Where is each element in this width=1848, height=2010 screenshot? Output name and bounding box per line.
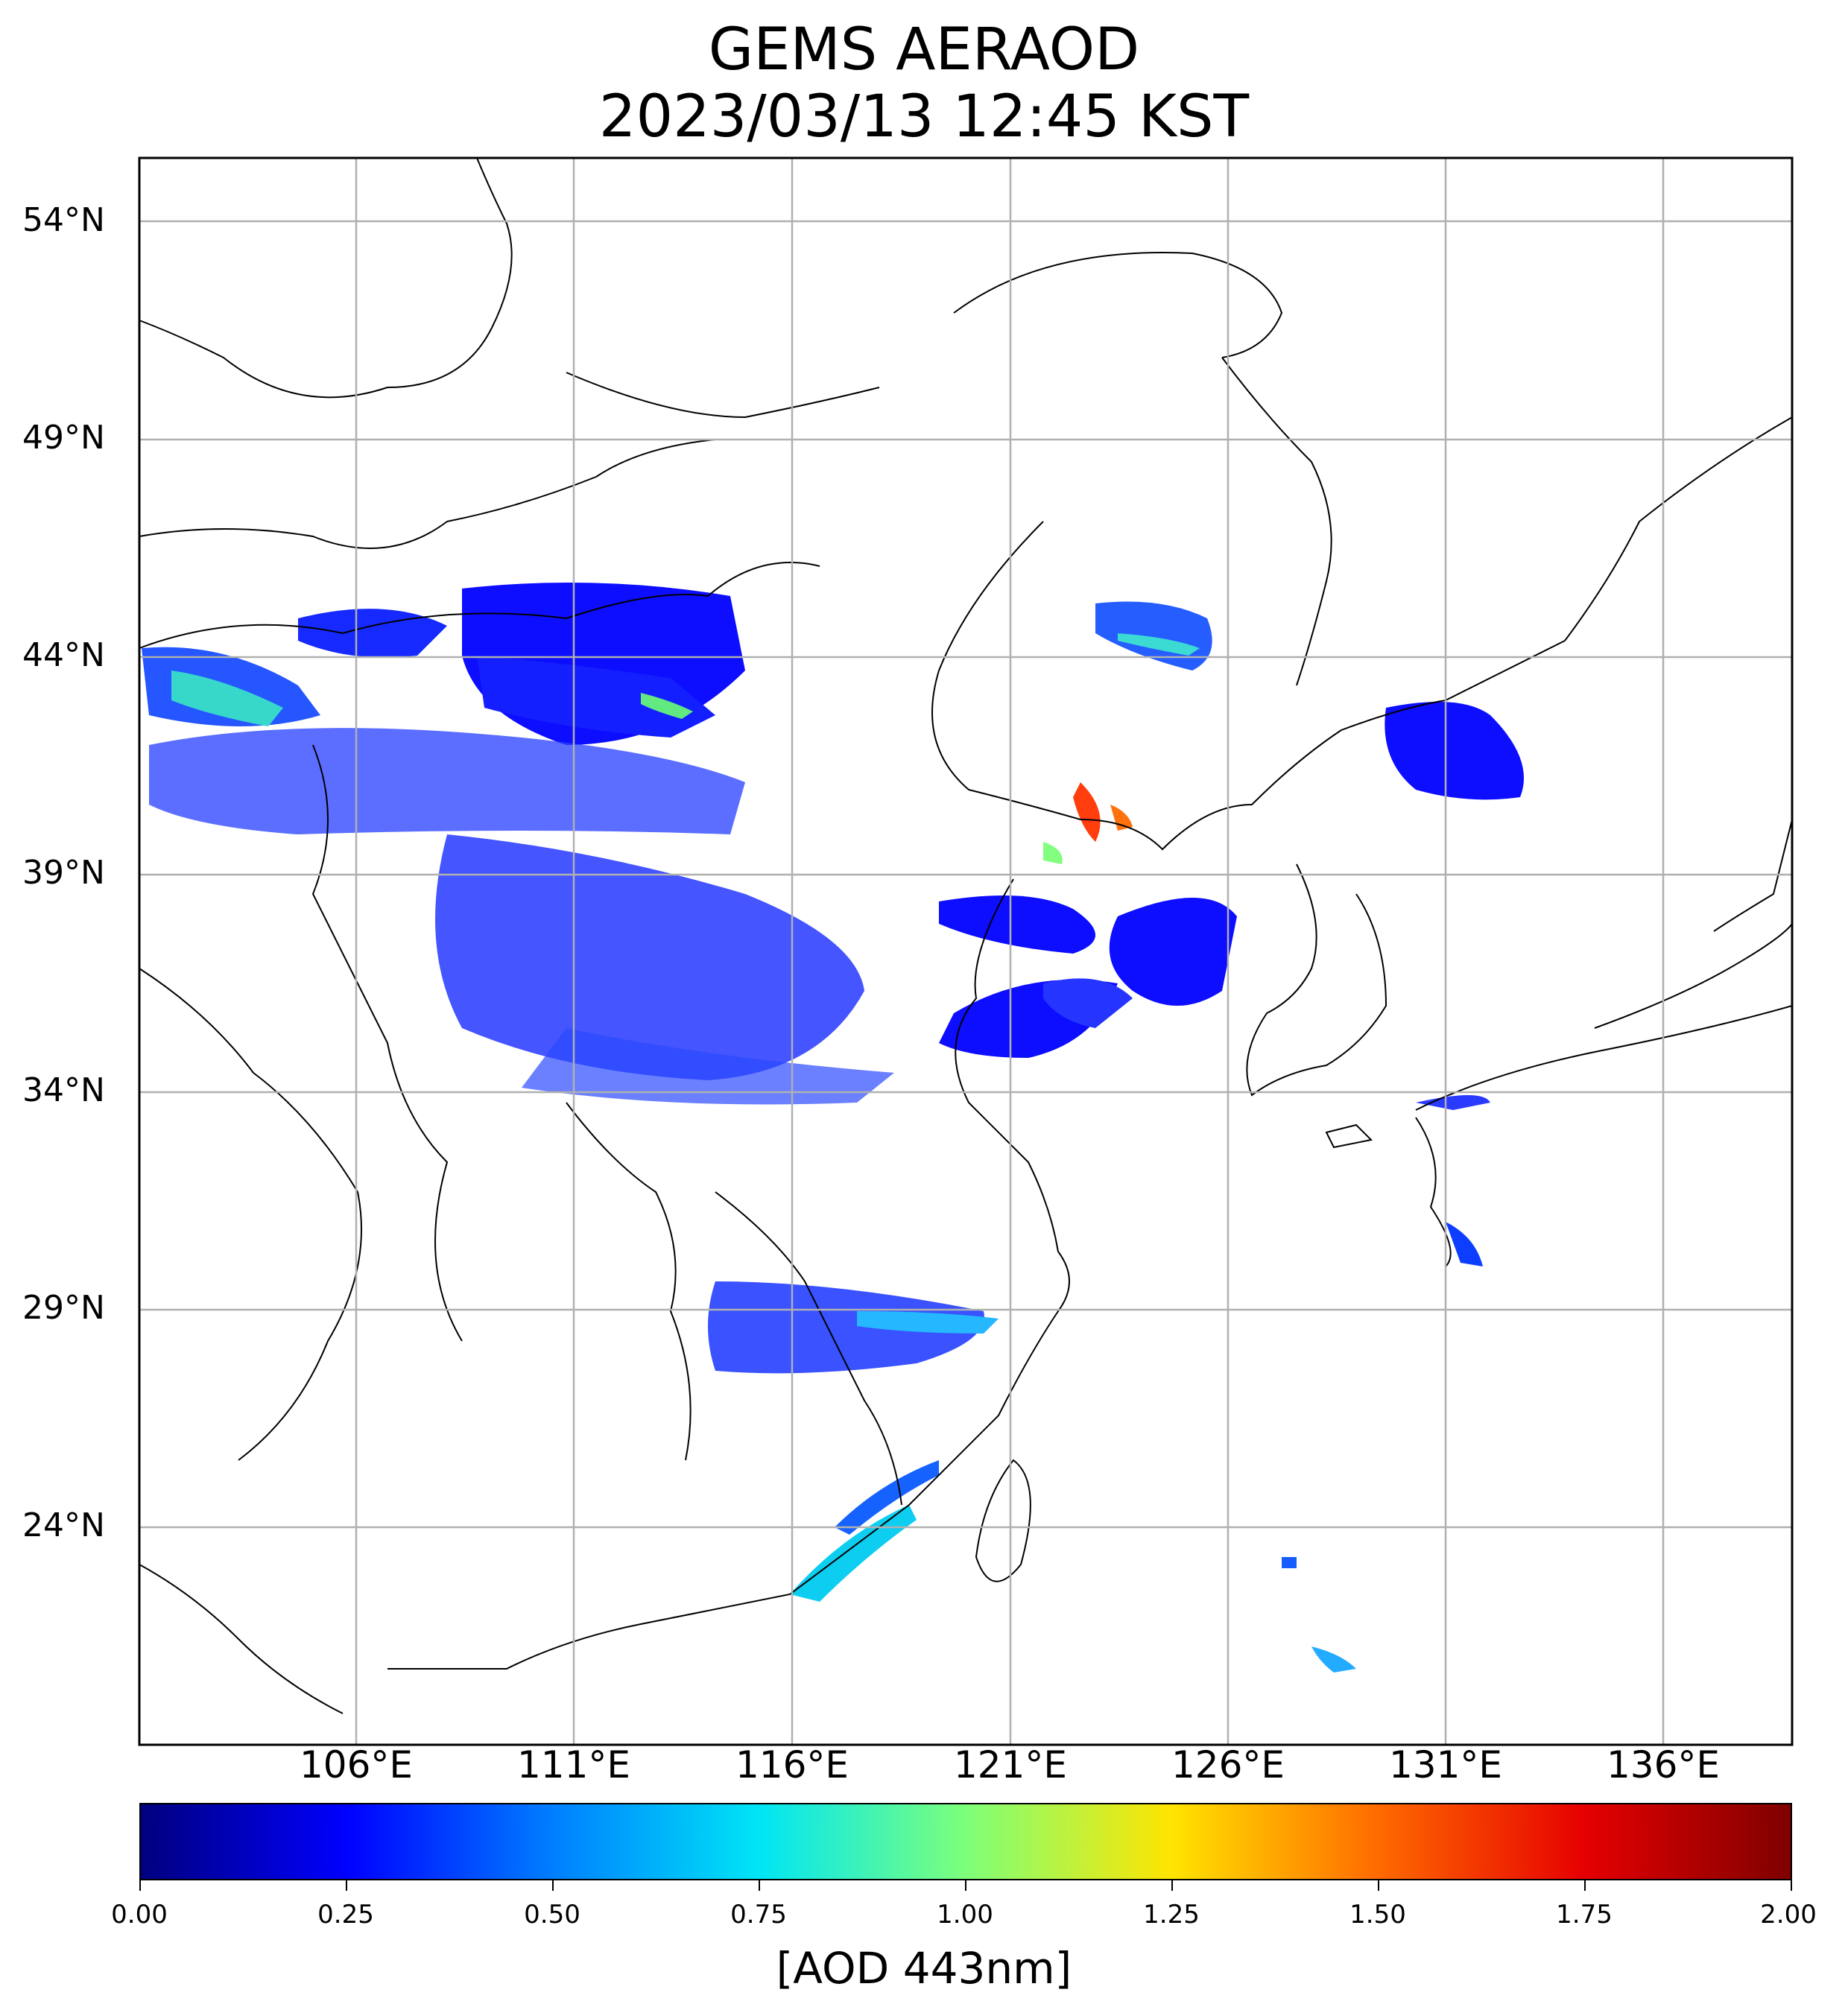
lat-label-29n: 29°N [22,1289,105,1327]
colorbar-tick [1171,1880,1173,1891]
lon-label-106e: 106°E [299,1743,414,1787]
colorbar-tick-label: 1.75 [1556,1900,1613,1930]
colorbar-tick-label: 2.00 [1760,1900,1817,1930]
lat-label-44n: 44°N [22,636,105,674]
lat-label-34n: 34°N [22,1071,105,1109]
colorbar-tick-label: 1.00 [937,1900,993,1930]
lon-label-121e: 121°E [953,1743,1068,1787]
map-title: GEMS AERAOD [708,16,1140,83]
coastlines-and-borders [139,157,1793,1714]
aod-colorbar [139,1803,1792,1880]
aod-retrieval-patches [142,583,1524,1673]
lat-label-39n: 39°N [22,854,105,892]
graticule [139,158,1792,1745]
lat-label-49n: 49°N [22,419,105,457]
colorbar-tick [346,1880,347,1891]
lon-label-126e: 126°E [1171,1743,1285,1787]
lon-label-131e: 131°E [1388,1743,1503,1787]
colorbar-tick-label: 1.25 [1143,1900,1200,1930]
colorbar-tick-label: 0.25 [317,1900,374,1930]
colorbar-label: [AOD 443nm] [776,1943,1072,1994]
lon-label-111e: 111°E [516,1743,631,1787]
map-plot-area [139,158,1792,1745]
colorbar-tick [139,1880,141,1891]
lon-label-116e: 116°E [735,1743,849,1787]
colorbar-tick [1791,1880,1792,1891]
colorbar-tick-label: 0.50 [524,1900,580,1930]
colorbar-tick [1584,1880,1586,1891]
map-subtitle-datetime: 2023/03/13 12:45 KST [598,83,1250,150]
lon-label-136e: 136°E [1606,1743,1721,1787]
colorbar-tick [552,1880,554,1891]
lat-label-24n: 24°N [22,1506,105,1544]
colorbar-tick [1378,1880,1379,1891]
colorbar-tick [759,1880,760,1891]
colorbar-tick [965,1880,966,1891]
colorbar-tick-label: 0.75 [730,1900,787,1930]
colorbar-tick-label: 0.00 [111,1900,168,1930]
lat-label-54n: 54°N [22,201,105,239]
map-frame [138,156,1794,1746]
colorbar-tick-label: 1.50 [1349,1900,1406,1930]
